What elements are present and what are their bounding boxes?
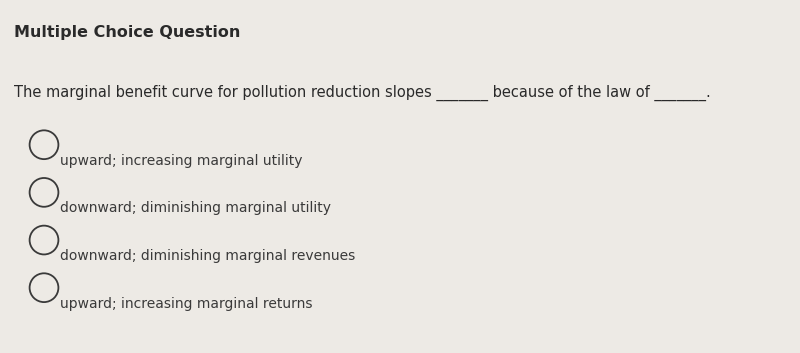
Text: Multiple Choice Question: Multiple Choice Question [14,25,241,40]
Text: downward; diminishing marginal revenues: downward; diminishing marginal revenues [60,249,355,263]
Text: upward; increasing marginal utility: upward; increasing marginal utility [60,154,302,168]
Text: The marginal benefit curve for pollution reduction slopes _______ because of the: The marginal benefit curve for pollution… [14,85,711,101]
Text: upward; increasing marginal returns: upward; increasing marginal returns [60,297,313,311]
Text: downward; diminishing marginal utility: downward; diminishing marginal utility [60,201,331,215]
